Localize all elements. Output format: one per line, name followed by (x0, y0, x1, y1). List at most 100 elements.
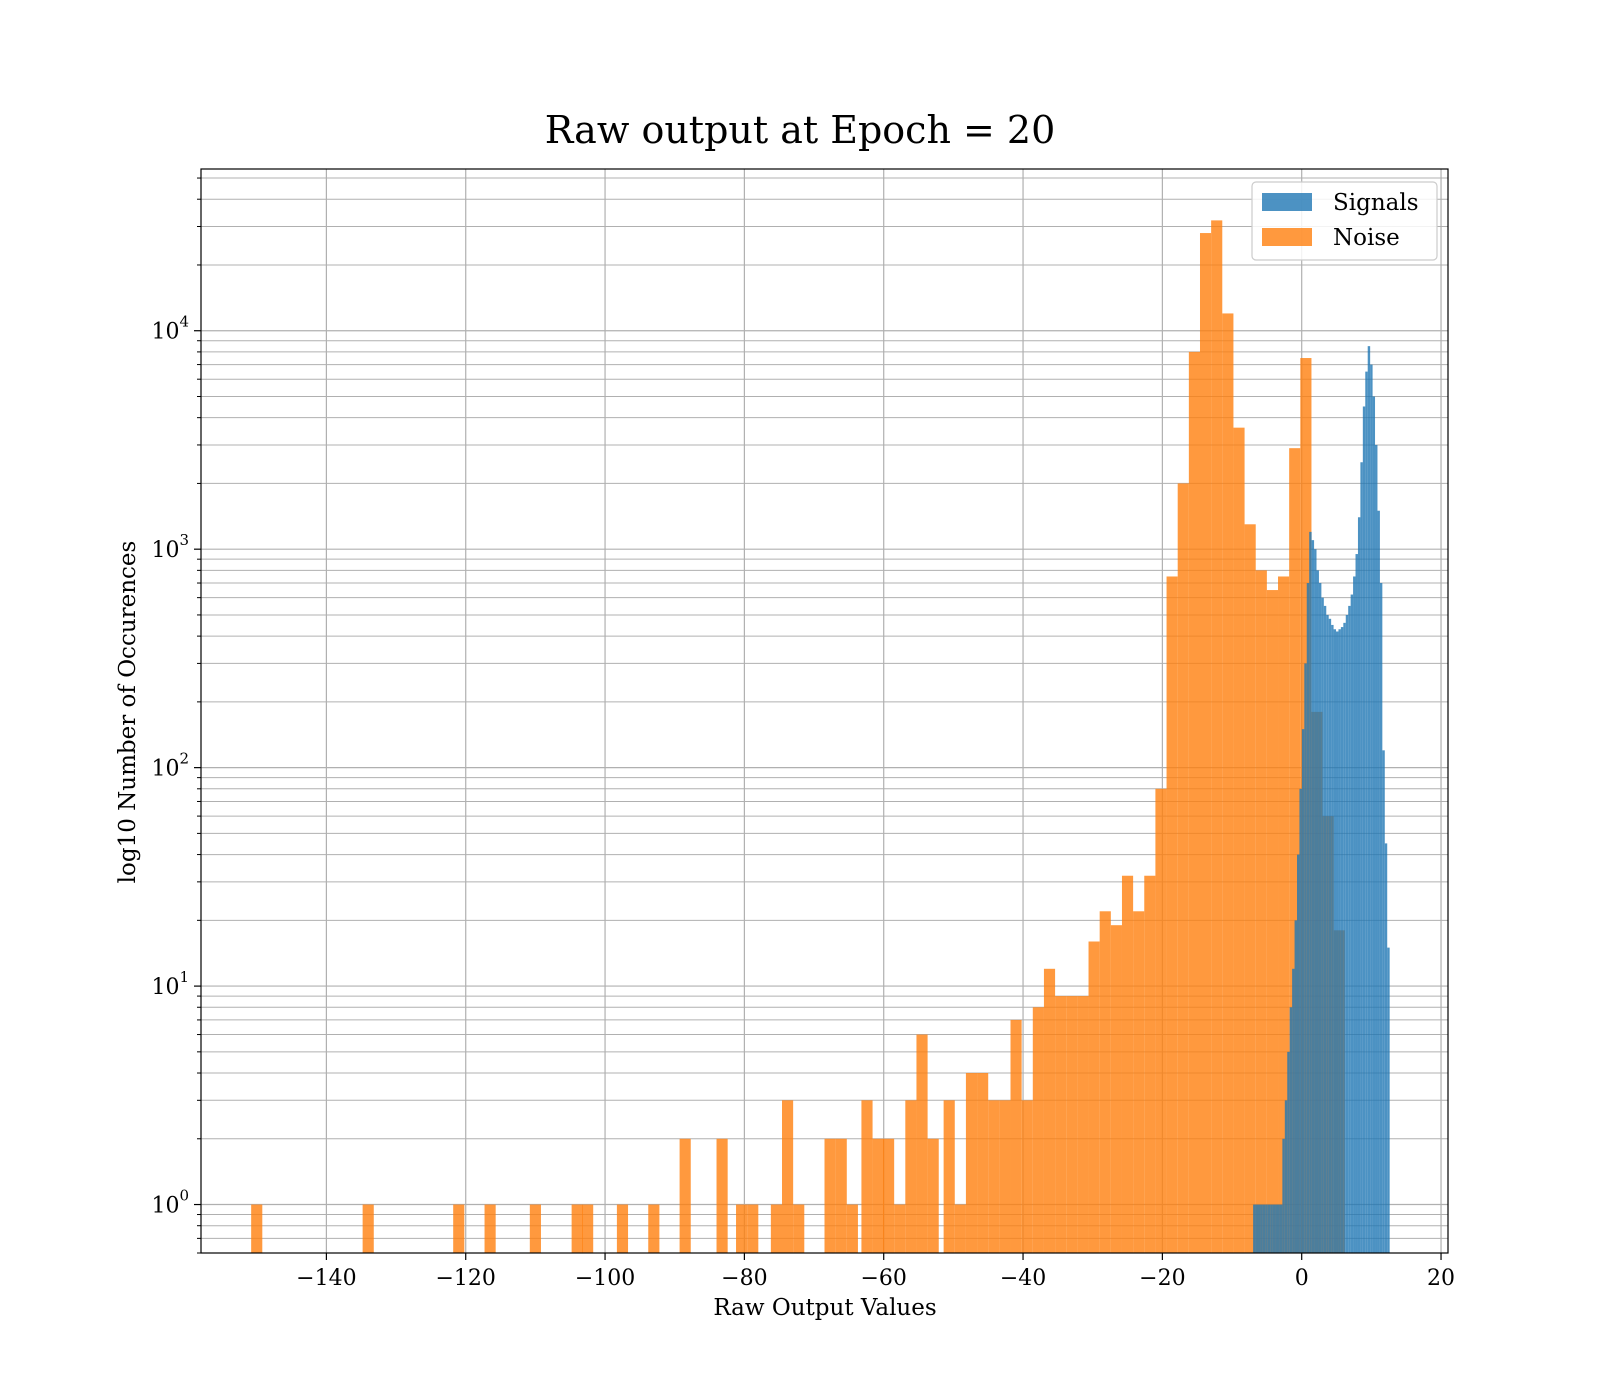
noise-bar (905, 1100, 917, 1253)
noise-bar (1155, 788, 1167, 1253)
signal-bar (1304, 663, 1307, 1253)
noise-bar (648, 1204, 660, 1253)
noise-bar (484, 1204, 496, 1253)
noise-bar (988, 1100, 1000, 1253)
signal-bar (1301, 729, 1305, 1253)
chart-title: Raw output at Epoch = 20 (545, 108, 1056, 152)
y-tick-label: 104 (151, 313, 189, 345)
signal-bar (1362, 406, 1366, 1254)
signal-bar (1277, 1204, 1280, 1253)
x-tick-label: 20 (1427, 1266, 1455, 1291)
noise-bar (1133, 911, 1145, 1253)
x-axis-label: Raw Output Values (713, 1295, 936, 1321)
signal-bar (1282, 1138, 1285, 1253)
noise-bar (1211, 220, 1223, 1253)
signal-bar (1299, 788, 1302, 1253)
signal-bar (1289, 1007, 1293, 1253)
signal-bar (1387, 947, 1390, 1253)
signal-bar (1265, 1204, 1268, 1253)
signal-bar (1275, 1204, 1278, 1253)
noise-bar (1166, 576, 1178, 1253)
noise-bar (1177, 483, 1189, 1253)
signal-bar (1338, 629, 1341, 1253)
signal-bars (1253, 346, 1390, 1254)
noise-bar (529, 1204, 541, 1253)
legend-label-noise: Noise (1333, 225, 1400, 251)
noise-bar (1289, 448, 1301, 1254)
legend-swatch-noise (1262, 228, 1312, 246)
signal-bar (1379, 583, 1383, 1253)
noise-bar (1088, 941, 1100, 1253)
noise-bar (1233, 427, 1245, 1253)
noise-bar (679, 1138, 691, 1253)
noise-bar (977, 1073, 989, 1253)
noise-bar (251, 1204, 263, 1253)
signal-bar (1384, 843, 1388, 1253)
signal-bar (1284, 1100, 1288, 1253)
legend-label-signals: Signals (1333, 190, 1419, 216)
signal-bar (1328, 618, 1332, 1253)
noise-bar (872, 1138, 884, 1253)
signal-bar (1326, 614, 1329, 1253)
legend: Signals Noise (1251, 181, 1438, 261)
signal-bar (1306, 583, 1310, 1253)
signal-bar (1272, 1204, 1276, 1253)
noise-bar (1099, 911, 1111, 1253)
signal-bar (1323, 605, 1327, 1253)
noise-bar (1077, 996, 1089, 1253)
noise-bar (1110, 925, 1122, 1253)
noise-bar (1021, 1100, 1033, 1253)
noise-bar (835, 1138, 847, 1253)
x-axis-ticks: −140 −120 −100 −80 −60 −40 −20 0 20 (296, 1253, 1455, 1291)
signal-bar (1357, 517, 1361, 1253)
noise-bar (1278, 576, 1290, 1253)
y-tick-label: 101 (151, 968, 189, 1000)
y-axis-label: log10 Number of Occurences (115, 541, 141, 884)
noise-bar (362, 1204, 374, 1253)
noise-bar (782, 1100, 794, 1253)
x-tick-label: −60 (860, 1266, 906, 1291)
noise-bar (999, 1100, 1011, 1253)
noise-bar (916, 1034, 928, 1253)
noise-bar (1199, 233, 1212, 1253)
signal-bar (1367, 346, 1371, 1253)
noise-bar (616, 1204, 629, 1253)
signal-bar (1309, 531, 1312, 1253)
signal-bar (1343, 622, 1346, 1253)
x-tick-label: −40 (1000, 1266, 1046, 1291)
x-tick-label: −80 (721, 1266, 767, 1291)
noise-bars (251, 220, 1345, 1254)
y-axis-ticks: 100 101 102 103 104 (151, 177, 201, 1254)
signal-bar (1382, 750, 1385, 1253)
signal-bar (1333, 629, 1337, 1253)
noise-bar (453, 1204, 465, 1253)
y-tick-label: 103 (151, 531, 189, 563)
signal-bar (1365, 371, 1368, 1253)
noise-bar (1255, 570, 1267, 1253)
signal-bar (1331, 624, 1334, 1253)
noise-bar (1055, 996, 1067, 1253)
x-tick-label: −140 (296, 1266, 356, 1291)
legend-swatch-signals (1262, 193, 1312, 211)
signal-bar (1279, 1204, 1283, 1253)
noise-bar (582, 1204, 594, 1253)
signal-bar (1345, 614, 1349, 1253)
noise-bar (1266, 590, 1279, 1253)
noise-bar (824, 1138, 836, 1253)
x-tick-label: −100 (575, 1266, 635, 1291)
signal-bar (1292, 968, 1295, 1253)
signal-bar (1321, 597, 1324, 1253)
signal-bar (1311, 540, 1315, 1253)
signal-bar (1316, 570, 1319, 1253)
noise-bar (954, 1204, 966, 1253)
y-tick-label: 102 (151, 750, 189, 782)
noise-bar (1043, 968, 1056, 1253)
noise-bar (747, 1204, 759, 1253)
y-tick-label: 100 (151, 1187, 189, 1219)
noise-bar (943, 1100, 955, 1253)
noise-bar (1010, 1019, 1022, 1253)
signal-bar (1336, 631, 1339, 1253)
signal-bar (1350, 594, 1354, 1253)
noise-bar (770, 1204, 783, 1253)
